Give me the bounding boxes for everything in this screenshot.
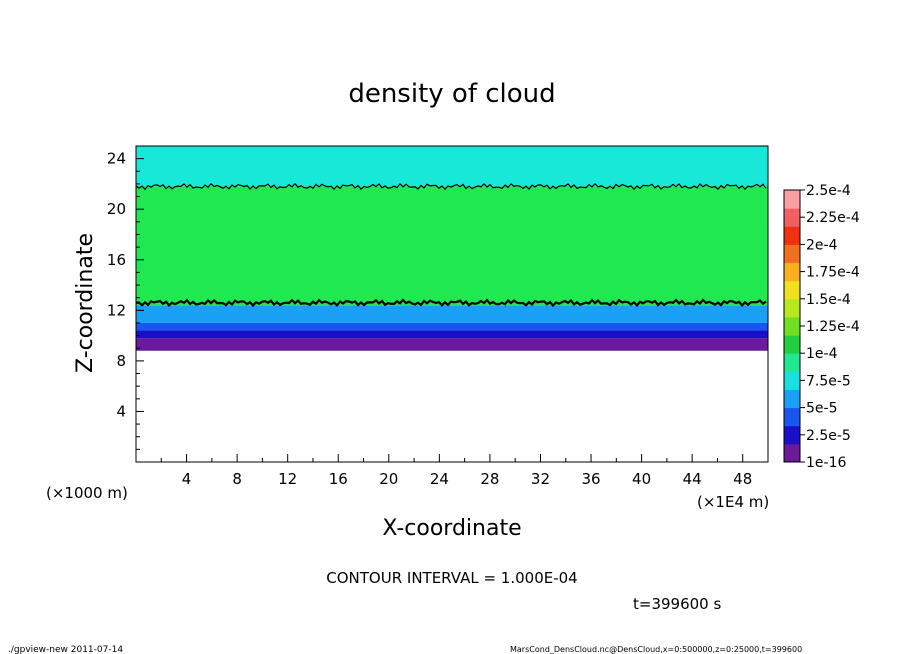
y-tick-label-24: 24 (107, 150, 126, 168)
x-tick-label-8: 8 (232, 470, 242, 488)
colorbar-label-6: 1.5e-4 (806, 292, 851, 308)
layer-5 (136, 146, 768, 187)
time-label: t=399600 s (633, 595, 721, 613)
x-tick-label-20: 20 (379, 470, 398, 488)
colorbar-label-8: 2e-4 (806, 237, 838, 253)
colorbar-label-0: 1e-16 (806, 455, 846, 471)
colorbar-segment-12 (784, 226, 800, 245)
y-tick-label-16: 16 (107, 251, 126, 269)
colorbar-segment-8 (784, 298, 800, 318)
x-axis: 4 8 12 16 20 24 28 32 36 40 44 48 (135, 454, 769, 488)
footer-right: MarsCond_DensCloud.nc@DensCloud,x=0:5000… (510, 645, 802, 654)
colorbar-segment-11 (784, 244, 800, 264)
footer-left: ./gpview-new 2011-07-14 (8, 645, 123, 654)
colorbar-label-2: 5e-5 (806, 401, 837, 417)
colorbar-segment-0 (784, 443, 800, 463)
y-tick-label-8: 8 (116, 352, 126, 370)
colorbar-label-9: 2.25e-4 (806, 210, 860, 226)
x-tick-label-32: 32 (531, 470, 550, 488)
x-tick-label-24: 24 (430, 470, 449, 488)
x-tick-label-44: 44 (683, 470, 702, 488)
y-tick-label-20: 20 (107, 200, 126, 218)
colorbar-label-7: 1.75e-4 (806, 265, 860, 281)
plot-frame (135, 145, 769, 463)
y-axis: 4 8 12 16 20 24 (107, 145, 144, 463)
colorbar-label-3: 7.5e-5 (806, 373, 851, 389)
contour-line-0 (135, 298, 767, 308)
x-tick-label-36: 36 (581, 470, 600, 488)
layer-1 (136, 330, 768, 339)
layer-2 (136, 322, 768, 331)
x-tick-label-16: 16 (329, 470, 348, 488)
layer-3 (136, 305, 768, 323)
layer-0 (136, 338, 768, 351)
plot-area (136, 146, 768, 351)
colorbar-label-4: 1e-4 (806, 346, 838, 362)
colorbar-label-5: 1.25e-4 (806, 319, 860, 335)
y-tick-label-4: 4 (116, 402, 126, 420)
colorbar-label-10: 2.5e-4 (806, 183, 851, 199)
x-tick-label-12: 12 (278, 470, 297, 488)
colorbar-label-1: 2.5e-5 (806, 428, 851, 444)
x-tick-label-40: 40 (632, 470, 651, 488)
colorbar-segment-4 (784, 371, 800, 390)
y-axis-label: Z-coordinate (73, 233, 98, 373)
colorbar-segment-6 (784, 335, 800, 354)
contour-line-1 (135, 182, 767, 191)
colorbar-segment-5 (784, 353, 800, 372)
colorbar-segment-7 (784, 316, 800, 336)
colorbar-segment-13 (784, 208, 800, 227)
x-unit-label: (×1E4 m) (697, 493, 769, 511)
colorbar-segment-3 (784, 389, 800, 409)
colorbar-segment-14 (784, 190, 800, 209)
x-tick-label-4: 4 (182, 470, 192, 488)
colorbar-segment-2 (784, 407, 800, 427)
colorbar-segment-10 (784, 262, 800, 282)
contour-interval: CONTOUR INTERVAL = 1.000E-04 (326, 569, 577, 587)
x-axis-label: X-coordinate (382, 516, 521, 541)
layer-4 (136, 186, 768, 306)
contour-lines (135, 182, 767, 308)
colorbar-segment-1 (784, 425, 800, 445)
x-tick-label-28: 28 (480, 470, 499, 488)
x-tick-label-48: 48 (733, 470, 752, 488)
chart-title: density of cloud (348, 79, 555, 109)
y-unit-label: (×1000 m) (46, 484, 128, 502)
y-tick-label-12: 12 (107, 301, 126, 319)
colorbar-segment-9 (784, 280, 800, 300)
colorbar: 1e-16 2.5e-5 5e-5 7.5e-5 1e-4 1.25e-4 1.5e-4 1.… (783, 183, 860, 471)
